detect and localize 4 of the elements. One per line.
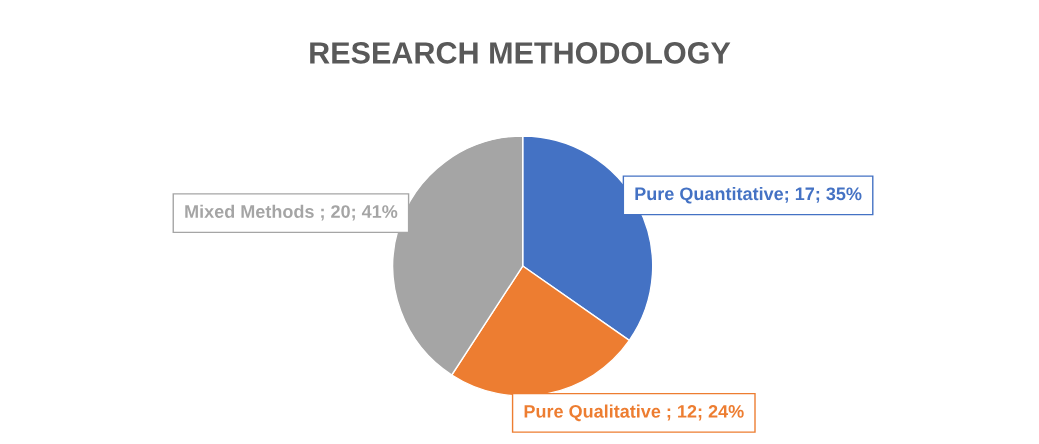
chart-title: RESEARCH METHODOLOGY	[310, 42, 731, 64]
slice-label: Mixed Methods ; 20; 41%	[185, 204, 398, 221]
slice-label: Pure Qualitative ; 12; 24%	[524, 404, 744, 422]
slice-label: Pure Quantitative; 17; 35%	[635, 186, 862, 204]
